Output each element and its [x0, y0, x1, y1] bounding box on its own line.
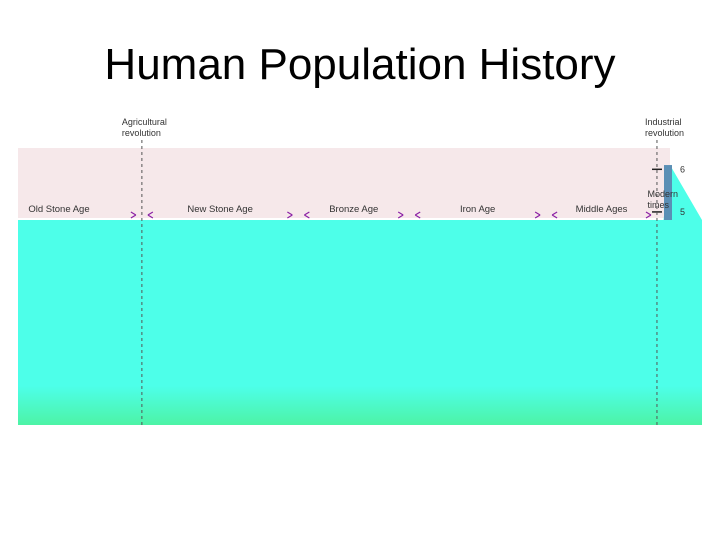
- slide-title: Human Population History: [104, 40, 616, 89]
- era-arrow-right-0: [130, 211, 137, 219]
- population-area: [18, 165, 702, 425]
- y-tick-label-5: 5: [680, 207, 685, 217]
- era-arrow-right-4: [645, 211, 652, 219]
- era-label-4: Middle Ages: [576, 204, 628, 215]
- era-label-0: Old Stone Age: [28, 204, 89, 215]
- event-label-line: revolution: [645, 128, 684, 138]
- era-label-modern: Modern times: [647, 189, 678, 210]
- era-arrow-left-3: [414, 211, 421, 219]
- event-label-line: Industrial: [645, 117, 682, 127]
- era-arrow-right-1: [287, 211, 293, 219]
- era-label-1: New Stone Age: [187, 204, 253, 215]
- event-label-line: revolution: [122, 128, 161, 138]
- era-label-3: Iron Age: [460, 204, 495, 215]
- era-arrow-right-2: [397, 211, 404, 219]
- era-label-line: Modern: [647, 189, 678, 199]
- event-label-agri: Agricultural revolution: [122, 117, 167, 138]
- era-arrow-left-4: [551, 211, 558, 219]
- event-label-line: Agricultural: [122, 117, 167, 127]
- y-tick-label-6: 6: [680, 164, 685, 174]
- era-arrow-left-1: [147, 211, 154, 219]
- event-label-ind: Industrial revolution: [645, 117, 684, 138]
- era-arrow-right-3: [534, 211, 541, 219]
- era-label-line: times: [647, 200, 669, 210]
- chart-background-band: [18, 148, 670, 218]
- population-tower: [664, 165, 672, 220]
- era-arrow-left-2: [304, 211, 310, 219]
- era-label-2: Bronze Age: [329, 204, 378, 215]
